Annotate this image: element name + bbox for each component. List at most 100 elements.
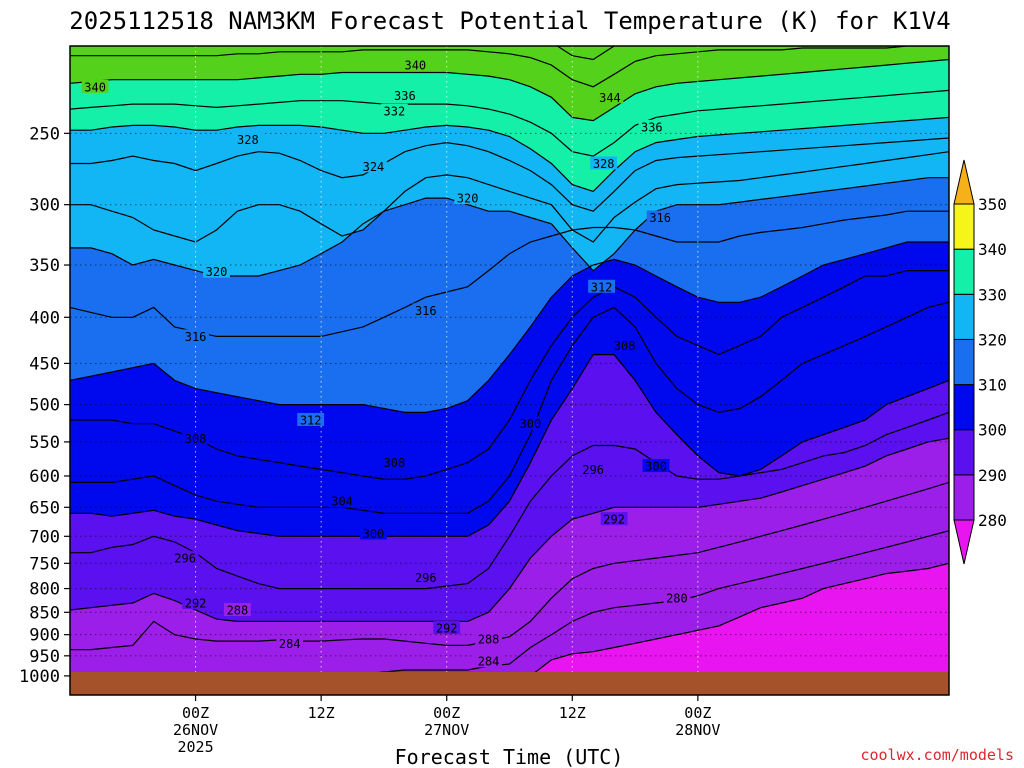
- isentrope-lines: [70, 46, 949, 695]
- contour-label: 328: [593, 157, 615, 171]
- contour-label: 284: [478, 655, 500, 669]
- colorbar-tick-label: 280: [978, 511, 1007, 530]
- y-axis: 250 300 350 400 450 500 550 600 650 700 750 800 850 9…: [19, 124, 70, 687]
- contour-label-bg: [454, 191, 482, 205]
- contour-label: 336: [394, 89, 416, 103]
- surface-terrain: [70, 671, 949, 695]
- contour-label-bg: [328, 494, 356, 508]
- contour-label-bg: [182, 329, 209, 343]
- contour-label-bg: [646, 210, 674, 224]
- y-tick-label: 250: [29, 124, 60, 144]
- contour-label-bg: [517, 416, 544, 430]
- isentrope-340: [70, 58, 949, 122]
- contour-label: 320: [206, 265, 228, 279]
- contour-label: 316: [185, 330, 207, 344]
- contour-label-bg: [234, 132, 262, 146]
- contour-label-bg: [596, 90, 624, 104]
- contour-label: 288: [227, 603, 249, 617]
- isentrope-336: [70, 89, 949, 157]
- y-tick-label: 700: [29, 527, 60, 547]
- contour-label: 292: [436, 622, 458, 636]
- y-tick-label: 450: [29, 354, 60, 374]
- colorbar-band-290: [953, 429, 975, 476]
- contour-label-bg: [412, 303, 440, 317]
- contour-label: 312: [300, 413, 322, 427]
- ground-surface: [70, 671, 949, 695]
- credit-text: coolwx.com/models: [860, 746, 1014, 764]
- contour-label-bg: [401, 58, 429, 72]
- isentrope-328: [70, 137, 949, 212]
- y-tick-label: 300: [29, 196, 60, 216]
- contour-label-bg: [588, 279, 615, 293]
- isentrope-296: [70, 411, 949, 590]
- contour-label-bg: [81, 79, 109, 93]
- theta-fill-348: [557, 46, 615, 60]
- contour-label-bg: [203, 264, 230, 278]
- contour-label: 292: [185, 596, 207, 610]
- contour-label: 332: [384, 104, 406, 118]
- contour-label-bg: [360, 159, 387, 173]
- colorbar-tick-label: 300: [978, 421, 1007, 440]
- isentrope-312: [70, 241, 949, 413]
- contour-label: 300: [520, 417, 542, 431]
- y-tick-label: 550: [29, 433, 60, 453]
- colorbar-band-320: [953, 293, 975, 340]
- contour-label-bg: [590, 156, 618, 170]
- colorbar-tick-label: 290: [978, 466, 1007, 485]
- contour-label: 312: [591, 280, 613, 294]
- contour-label-bg: [380, 103, 408, 117]
- colorbar: 280 290 300 310 320 330 340 350: [953, 159, 1007, 565]
- y-tick-label: 800: [29, 580, 60, 600]
- contour-label-bg: [611, 338, 639, 352]
- x-tick-label: 27NOV: [424, 721, 469, 739]
- colorbar-above-triangle: [953, 159, 975, 205]
- contour-label-bg: [297, 412, 325, 426]
- chart-title: 2025112518 NAM3KM Forecast Potential Tem…: [69, 7, 950, 35]
- contour-label-bg: [412, 570, 440, 584]
- colorbar-band-280: [953, 474, 975, 521]
- contour-label-bg: [380, 455, 408, 469]
- x-tick-label: 12Z: [559, 704, 586, 722]
- y-tick-label: 600: [29, 467, 60, 487]
- y-tick-label: 500: [29, 396, 60, 416]
- x-tick-label: 12Z: [308, 704, 335, 722]
- contour-label: 308: [185, 432, 207, 446]
- colorbar-band-310: [953, 338, 975, 386]
- contour-label: 316: [649, 211, 671, 225]
- contour-label-bg: [642, 459, 670, 473]
- contour-label-bg: [600, 512, 628, 526]
- colorbar-band-330: [953, 248, 975, 295]
- y-tick-label: 900: [29, 626, 60, 646]
- isentrope-344: [70, 46, 949, 88]
- isentrope-332: [70, 116, 949, 193]
- colorbar-tick-label: 310: [978, 376, 1007, 395]
- colorbar-tick-label: 340: [978, 240, 1007, 259]
- x-tick-label: 26NOV: [173, 721, 218, 739]
- x-tick-label: 00Z: [182, 704, 209, 722]
- y-tick-label: 400: [29, 308, 60, 328]
- contour-label: 300: [363, 527, 385, 541]
- x-tick-label: 00Z: [684, 704, 711, 722]
- contour-label: 300: [645, 460, 667, 474]
- contour-label: 296: [582, 463, 604, 477]
- contour-label: 308: [614, 339, 636, 353]
- contour-label: 324: [363, 160, 385, 174]
- contour-label-bg: [360, 526, 387, 540]
- isentrope-304: [70, 301, 949, 514]
- contour-label-bg: [276, 636, 304, 650]
- contour-label-bg: [663, 591, 691, 605]
- y-tick-label: 1000: [19, 667, 60, 687]
- dotted-grid: [70, 46, 949, 695]
- contour-label-bg: [475, 654, 502, 668]
- y-tick-label: 650: [29, 498, 60, 518]
- x-tick-label: 28NOV: [675, 721, 720, 739]
- y-tick-label: 850: [29, 603, 60, 623]
- contour-label: 316: [415, 304, 437, 318]
- y-tick-label: 750: [29, 554, 60, 574]
- x-tick-label: 2025: [178, 738, 214, 756]
- isentrope-300: [70, 354, 949, 537]
- colorbar-band-300: [953, 384, 975, 431]
- contour-label: 340: [404, 59, 426, 73]
